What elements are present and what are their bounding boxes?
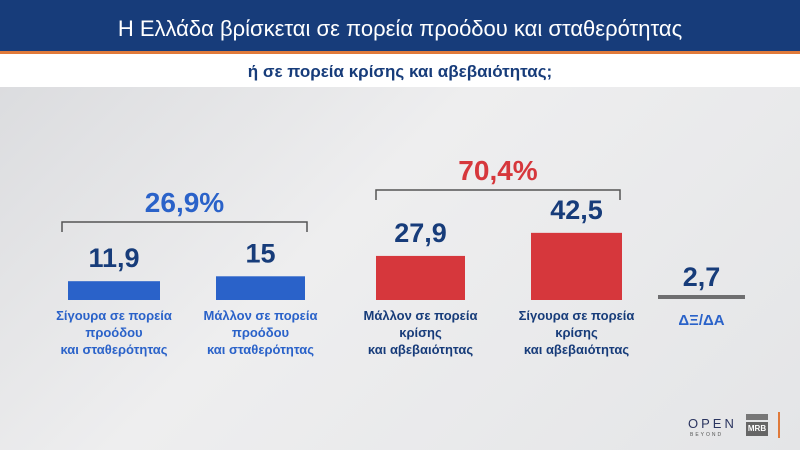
data-label: 11,9 <box>88 243 139 273</box>
category-label: ΔΞ/ΔΑ <box>632 312 772 329</box>
category-label-line: Σίγουρα σε πορεία <box>518 308 635 323</box>
bar-1 <box>216 276 305 300</box>
data-label: 15 <box>245 238 275 268</box>
data-label: 27,9 <box>394 218 447 248</box>
data-label: 2,7 <box>683 262 721 292</box>
category-label-line: προόδου <box>231 325 290 340</box>
bar-3 <box>531 232 622 300</box>
category-label-line: και αβεβαιότητας <box>367 342 474 357</box>
category-label-line: ΔΞ/ΔΑ <box>678 312 725 329</box>
category-label-line: και σταθερότητας <box>206 342 315 357</box>
category-label-line: και αβεβαιότητας <box>523 342 630 357</box>
category-label-line: κρίσης <box>399 325 442 340</box>
data-label: 42,5 <box>550 195 603 225</box>
open-logo-tagline: BEYOND <box>690 432 724 438</box>
category-label: Μάλλον σε πορεία κρίσης και αβεβαιότητας <box>351 307 491 358</box>
page-title: Η Ελλάδα βρίσκεται σε πορεία προόδου και… <box>0 0 800 51</box>
logo-divider <box>778 412 780 438</box>
category-label: Σίγουρα σε πορεία προόδου και σταθερότητας <box>44 307 184 358</box>
category-label-line: Σίγουρα σε πορεία <box>56 308 172 323</box>
group-total-label: 26,9% <box>145 187 224 218</box>
group-total-label: 70,4% <box>458 155 537 186</box>
category-label-line: κρίσης <box>555 325 598 340</box>
header-divider <box>0 51 800 54</box>
category-label-line: προόδου <box>85 325 143 340</box>
bar-dk-da <box>658 295 745 299</box>
category-label-line: και σταθερότητας <box>60 342 168 357</box>
bar-2 <box>376 255 465 300</box>
page-subtitle: ή σε πορεία κρίσης και αβεβαιότητας; <box>0 54 800 87</box>
mrb-logo: MRB <box>746 414 768 436</box>
category-label: Μάλλον σε πορεία προόδου και σταθερότητας <box>191 307 331 358</box>
category-label: Σίγουρα σε πορεία κρίσης και αβεβαιότητας <box>507 307 647 358</box>
bar-0 <box>68 281 160 300</box>
open-logo: OPEN <box>688 416 737 431</box>
group-bracket <box>61 221 308 232</box>
group-bracket <box>375 189 621 200</box>
category-label-line: Μάλλον σε πορεία <box>363 308 478 323</box>
category-label-line: Μάλλον σε πορεία <box>203 308 318 323</box>
